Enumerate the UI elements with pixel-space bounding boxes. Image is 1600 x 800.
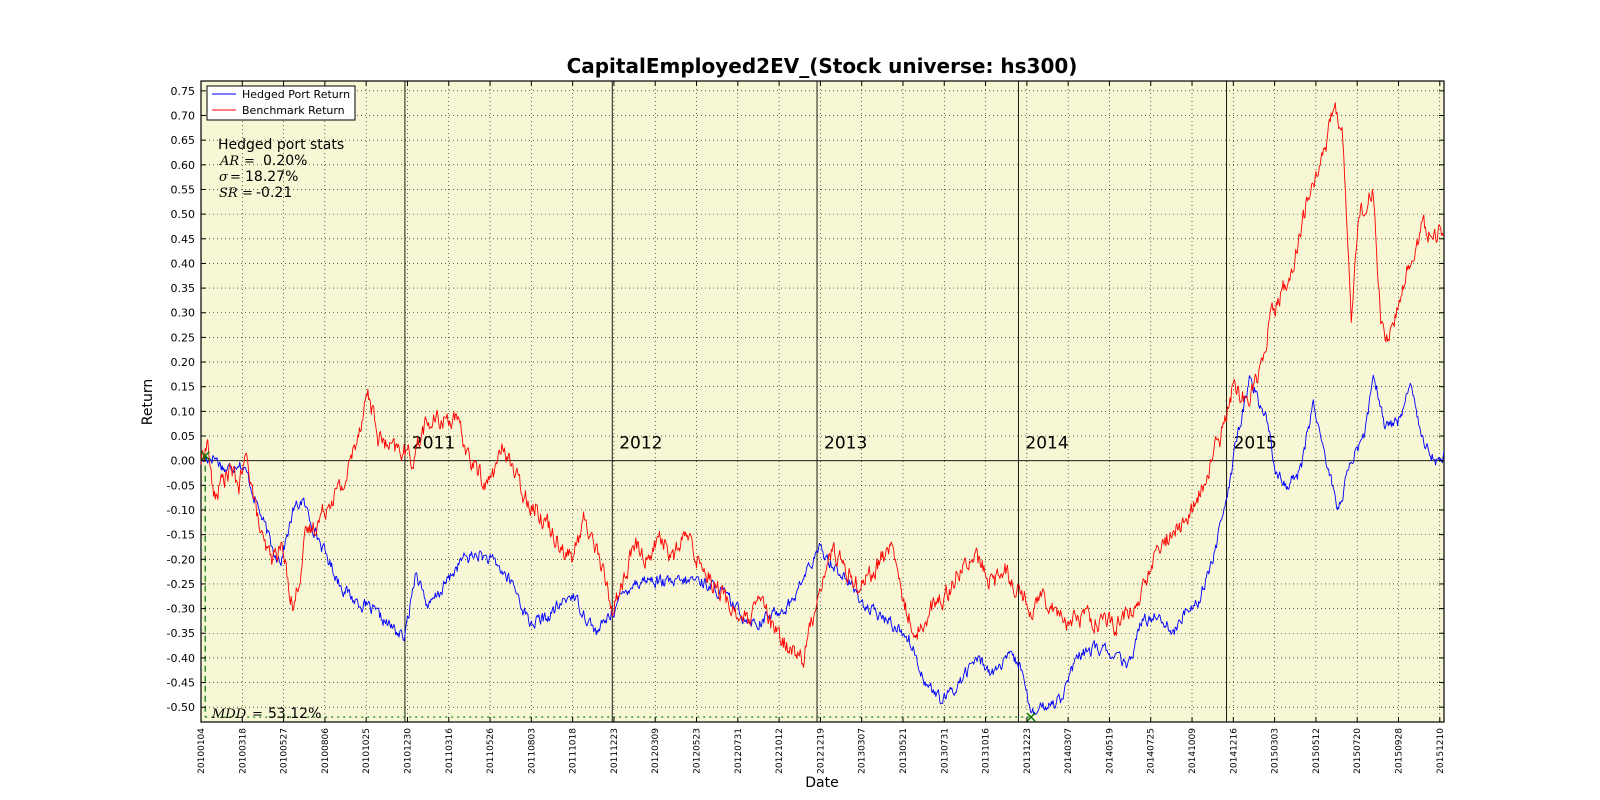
x-tick-label: 20140519 xyxy=(1105,728,1115,774)
year-label: 2015 xyxy=(1234,434,1277,454)
series-line-benchmark xyxy=(200,102,1445,668)
chart-title: CapitalEmployed2EV_(Stock universe: hs30… xyxy=(567,54,1078,78)
x-tick-label: 20111223 xyxy=(610,728,620,774)
x-tick-label: 20150928 xyxy=(1394,728,1404,774)
x-tick-label: 20111018 xyxy=(569,728,579,774)
stat-ar-value: 0.20% xyxy=(263,153,307,169)
y-axis-label: Return xyxy=(140,379,156,425)
stat-sr-value: -0.21 xyxy=(256,185,292,201)
x-tick-label: 20121219 xyxy=(816,728,826,774)
legend: Hedged Port Return Benchmark Return xyxy=(206,85,356,121)
max-drawdown-markers xyxy=(200,451,1036,722)
stats-annotation: Hedged port stats AR = 0.20% σ = 18.27% … xyxy=(211,137,344,722)
x-tick-label: 20121012 xyxy=(775,728,785,774)
x-tick-label: 20101025 xyxy=(362,728,372,774)
stat-sr-label: SR xyxy=(219,186,238,201)
series-line-hedged xyxy=(200,374,1445,716)
mdd-start-marker xyxy=(200,451,210,461)
stat-mdd-eq: = xyxy=(252,707,263,722)
stat-sigma-label: σ xyxy=(219,170,229,185)
x-tick-label: 20151210 xyxy=(1436,728,1446,774)
y-tick-label: 0.70 xyxy=(171,110,196,123)
year-boundaries: 2011 2012 2013 2014 2015 xyxy=(404,81,1277,722)
x-axis-label: Date xyxy=(805,775,838,791)
legend-box xyxy=(206,85,356,121)
y-tick-label: -0.35 xyxy=(167,627,195,640)
y-tick-label: 0.10 xyxy=(171,405,196,418)
series-lines xyxy=(200,102,1445,716)
x-tick-label: 20120731 xyxy=(734,728,744,774)
y-tick-label: 0.30 xyxy=(171,307,196,320)
y-tick-label: 0.45 xyxy=(171,233,196,246)
y-tick-label: -0.40 xyxy=(167,652,195,665)
y-tick-label: -0.05 xyxy=(167,479,195,492)
y-tick-label: 0.55 xyxy=(171,183,196,196)
year-label: 2011 xyxy=(412,434,455,454)
x-tick-label: 20100527 xyxy=(280,728,290,774)
y-tick-label: 0.25 xyxy=(171,331,196,344)
axes: 0.75 0.70 0.65 0.60 0.55 0.50 0.45 0.40 0.35 0.30… xyxy=(167,81,1446,774)
year-label: 2012 xyxy=(619,434,662,454)
x-tick-label: 20150303 xyxy=(1271,728,1281,774)
x-tick-label: 20110803 xyxy=(527,728,537,774)
x-tick-label: 20100104 xyxy=(197,728,207,774)
y-tick-label: -0.50 xyxy=(167,701,195,714)
plot-area xyxy=(200,80,1445,723)
y-tick-label: -0.10 xyxy=(167,504,195,517)
stat-mdd-label: MDD xyxy=(211,707,247,722)
y-tick-label: 0.20 xyxy=(171,356,196,369)
y-tick-label: 0.05 xyxy=(171,430,196,443)
stat-sigma-eq: = xyxy=(230,170,241,185)
x-tick-label: 20100806 xyxy=(321,728,331,774)
y-tick-label: 0.15 xyxy=(171,381,196,394)
legend-label-hedged: Hedged Port Return xyxy=(242,88,350,101)
x-tick-label: 20130731 xyxy=(940,728,950,774)
x-tick-label: 20101230 xyxy=(403,728,413,774)
stats-title: Hedged port stats xyxy=(218,137,344,153)
stat-mdd-value: 53.12% xyxy=(268,706,321,722)
year-label: 2013 xyxy=(824,434,867,454)
y-tick-label: -0.15 xyxy=(167,529,195,542)
stat-ar-eq: = xyxy=(244,154,255,169)
x-tick-label: 20120309 xyxy=(651,728,661,774)
y-tick-label: -0.25 xyxy=(167,578,195,591)
y-tick-label: 0.40 xyxy=(171,257,196,270)
x-tick-label: 20130521 xyxy=(899,728,909,774)
x-tick-label: 20130307 xyxy=(858,728,868,774)
x-tick-label: 20140725 xyxy=(1147,728,1157,774)
mdd-end-marker xyxy=(1026,712,1036,722)
y-tick-label: 0.35 xyxy=(171,282,196,295)
x-tick-label: 20140307 xyxy=(1064,728,1074,774)
x-tick-label: 20150720 xyxy=(1353,728,1363,774)
stat-sr-eq: = xyxy=(242,186,253,201)
y-tick-label: -0.20 xyxy=(167,553,195,566)
stat-sigma-value: 18.27% xyxy=(245,169,298,185)
x-tick-label: 20141216 xyxy=(1229,728,1239,774)
y-tick-label: -0.30 xyxy=(167,603,195,616)
x-tick-label: 20141009 xyxy=(1188,728,1198,774)
y-tick-label: 0.75 xyxy=(171,85,196,98)
legend-label-benchmark: Benchmark Return xyxy=(242,104,345,117)
x-tick-label: 20150512 xyxy=(1312,728,1322,774)
x-tick-label: 20131223 xyxy=(1023,728,1033,774)
y-tick-label: 0.60 xyxy=(171,159,196,172)
y-tick-label: -0.45 xyxy=(167,677,195,690)
x-tick-label: 20110526 xyxy=(486,728,496,774)
stat-ar-label: AR xyxy=(219,154,239,169)
year-label: 2014 xyxy=(1025,434,1068,454)
y-tick-label: 0.50 xyxy=(171,208,196,221)
gridlines xyxy=(200,81,1444,722)
x-tick-label: 20110316 xyxy=(445,728,455,774)
x-tick-label: 20100318 xyxy=(238,728,248,774)
y-tick-label: 0.00 xyxy=(171,455,196,468)
y-tick-label: 0.65 xyxy=(171,134,196,147)
x-tick-label: 20120523 xyxy=(693,728,703,774)
x-tick-label: 20131016 xyxy=(982,728,992,774)
